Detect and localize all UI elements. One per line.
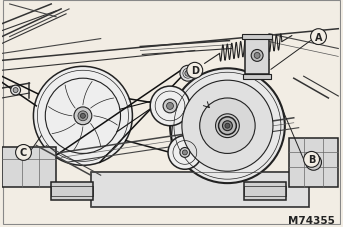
- Text: B: B: [308, 155, 315, 165]
- Bar: [91, 173, 309, 207]
- Circle shape: [33, 67, 132, 165]
- Bar: [91, 173, 309, 207]
- Text: M74355: M74355: [288, 215, 335, 225]
- Circle shape: [218, 117, 236, 135]
- Bar: [244, 186, 286, 196]
- Bar: [2, 148, 56, 187]
- Circle shape: [200, 99, 255, 154]
- Circle shape: [304, 152, 319, 168]
- Circle shape: [187, 63, 203, 79]
- Circle shape: [15, 145, 32, 161]
- Circle shape: [182, 150, 187, 155]
- Circle shape: [170, 69, 285, 183]
- Circle shape: [306, 155, 321, 170]
- Circle shape: [254, 53, 260, 59]
- Circle shape: [74, 107, 92, 125]
- Circle shape: [223, 121, 232, 131]
- Circle shape: [80, 114, 85, 119]
- Bar: [289, 138, 338, 187]
- Bar: [244, 182, 286, 200]
- Circle shape: [180, 66, 196, 82]
- Circle shape: [180, 148, 190, 158]
- Circle shape: [215, 114, 239, 138]
- Circle shape: [78, 111, 88, 121]
- Bar: [243, 75, 271, 80]
- Circle shape: [163, 100, 177, 113]
- Bar: [51, 186, 93, 196]
- Bar: [245, 37, 269, 75]
- Circle shape: [182, 81, 273, 171]
- Text: A: A: [315, 32, 322, 42]
- Circle shape: [310, 30, 327, 45]
- Circle shape: [11, 86, 21, 96]
- Text: D: D: [191, 66, 199, 76]
- Circle shape: [167, 103, 174, 110]
- Circle shape: [168, 136, 202, 170]
- Bar: [242, 35, 272, 39]
- Circle shape: [310, 159, 318, 167]
- Circle shape: [150, 87, 190, 126]
- Circle shape: [251, 50, 263, 62]
- Bar: [51, 182, 93, 200]
- Circle shape: [185, 71, 191, 77]
- Circle shape: [225, 124, 230, 129]
- Text: C: C: [20, 148, 27, 158]
- Circle shape: [13, 88, 18, 93]
